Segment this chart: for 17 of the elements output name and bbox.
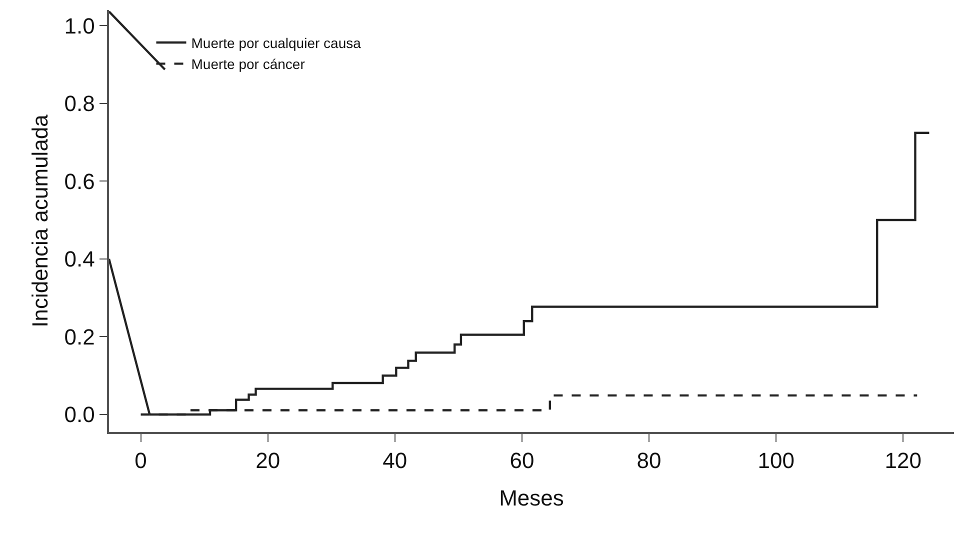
x-tick-label: 40 bbox=[382, 448, 408, 474]
x-tick-label: 80 bbox=[636, 448, 662, 474]
y-tick-label: 0.8 bbox=[64, 91, 95, 116]
x-tick-label: 0 bbox=[134, 448, 147, 474]
y-tick-label: 1.0 bbox=[64, 13, 95, 38]
y-axis-title: Incidencia acumulada bbox=[28, 114, 53, 328]
legend-label: Muerte por cualquier causa bbox=[191, 34, 362, 51]
x-tick-label: 20 bbox=[256, 448, 280, 474]
x-tick-label: 60 bbox=[510, 448, 534, 474]
legend-label: Muerte por cáncer bbox=[191, 56, 306, 72]
y-tick-label: 0.2 bbox=[64, 324, 95, 350]
y-tick-label: 0.6 bbox=[64, 168, 95, 194]
y-tick-label: 0.4 bbox=[64, 246, 95, 272]
y-tick-label: 0.0 bbox=[64, 402, 95, 428]
x-tick-label: 100 bbox=[758, 448, 794, 474]
x-tick-label: 120 bbox=[884, 448, 922, 474]
x-axis-title: Meses bbox=[499, 486, 564, 511]
